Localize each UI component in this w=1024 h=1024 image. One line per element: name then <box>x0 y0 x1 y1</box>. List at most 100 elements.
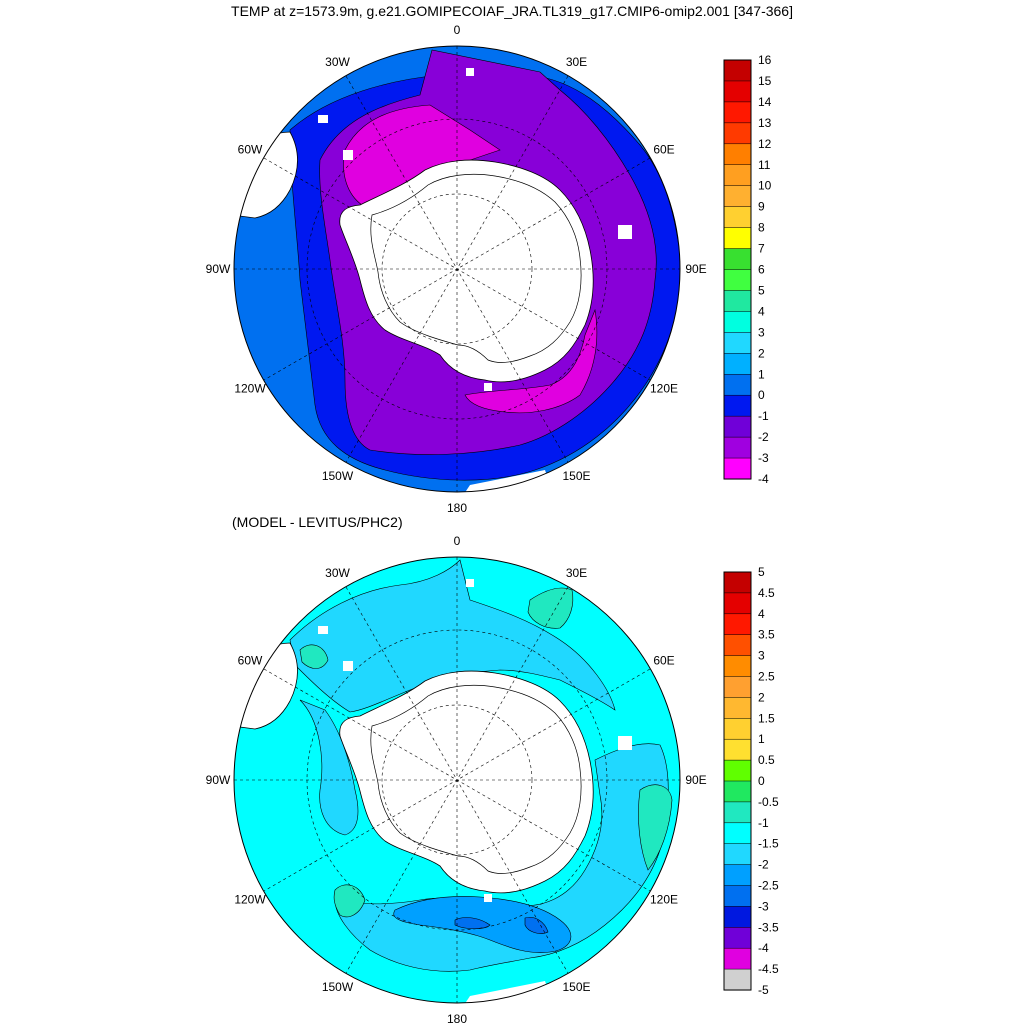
longitude-label: 150W <box>322 469 354 483</box>
longitude-label: 90E <box>685 773 706 787</box>
longitude-labels-bottom: 0 30E 60E 90E 120E 150E 180 150W 120W 90W 60W 30W <box>206 534 707 1024</box>
antarctica-landmass <box>339 670 594 894</box>
field-neg2-neg1 <box>464 308 598 414</box>
colorbar-swatch <box>723 353 752 375</box>
longitude-label: 180 <box>447 501 467 515</box>
colorbar-swatch <box>723 885 752 907</box>
colorbar-tick-label: -2 <box>758 858 769 872</box>
colorbar-tick-label: 4.5 <box>758 586 775 600</box>
longitude-label: 90W <box>206 262 231 276</box>
field-neg0.5-0 <box>638 784 673 871</box>
colorbar-swatch <box>723 311 752 333</box>
island <box>466 579 474 587</box>
colorbar-swatch <box>723 613 752 636</box>
colorbar-tick-label: 5 <box>758 283 765 297</box>
colorbar-tick-label: -4.5 <box>758 962 779 976</box>
longitude-label: 150W <box>322 980 354 994</box>
colorbar-tick-label: 3 <box>758 325 765 339</box>
colorbar-tick-label: 16 <box>758 53 772 67</box>
colorbar-tick-label: -4 <box>758 941 769 955</box>
colorbar-swatch <box>723 738 752 761</box>
colorbar-tick-label: 13 <box>758 116 772 130</box>
colorbar-swatch <box>723 864 752 887</box>
colorbar-swatch <box>723 248 752 271</box>
colorbar-swatch <box>723 206 752 229</box>
island <box>484 383 492 391</box>
colorbar-swatch <box>723 927 752 949</box>
island <box>318 115 328 123</box>
island <box>318 626 328 634</box>
longitude-label: 150E <box>562 469 590 483</box>
colorbar-swatch <box>723 822 752 845</box>
colorbar-swatch <box>723 394 752 417</box>
colorbar-swatch <box>723 655 752 678</box>
colorbar-tick-label: 1.5 <box>758 711 775 725</box>
colorbar-swatch <box>723 759 752 782</box>
longitude-label: 90W <box>206 773 231 787</box>
figure-title: TEMP at z=1573.9m, g.e21.GOMIPECOIAF_JRA… <box>231 3 793 19</box>
field-neg2.5-neg2 <box>454 917 491 930</box>
difference-panel-subtitle: (MODEL - LEVITUS/PHC2) <box>232 514 403 530</box>
longitude-label: 120E <box>650 382 678 396</box>
colorbar-swatch <box>723 697 752 719</box>
colorbar-swatch <box>723 436 752 459</box>
colorbar-frame <box>723 571 752 991</box>
colorbar-swatch <box>723 101 752 124</box>
island <box>484 894 492 902</box>
colorbar-swatch <box>723 718 752 740</box>
island <box>343 661 353 671</box>
colorbar-swatch <box>723 164 752 187</box>
colorbar-tick-label: -1 <box>758 816 769 830</box>
colorbar-swatch <box>723 676 752 698</box>
temperature-map <box>233 45 681 493</box>
colorbar-swatch <box>723 143 752 166</box>
colorbar-swatch <box>723 634 752 657</box>
colorbar-tick-label: 12 <box>758 137 772 151</box>
longitude-label: 0 <box>454 534 461 548</box>
difference-map <box>233 556 681 1004</box>
field-neg0.5-0 <box>333 884 366 918</box>
longitude-label: 0 <box>454 23 461 37</box>
colorbar-frame <box>723 59 752 480</box>
colorbar-swatch <box>723 59 752 82</box>
graticule <box>234 46 680 492</box>
longitude-label: 120E <box>650 893 678 907</box>
island <box>343 150 353 160</box>
colorbar-tick-label: 0 <box>758 774 765 788</box>
map-border <box>233 556 681 1004</box>
colorbar-tick-label: -3 <box>758 899 769 913</box>
antarctica-coastline <box>370 173 582 363</box>
colorbar-tick-label: 0.5 <box>758 753 775 767</box>
longitude-label: 60E <box>653 654 674 668</box>
island <box>618 736 632 750</box>
longitude-labels-top: 0 30E 60E 90E 120E 150E 180 150W 120W 90W 60W 30W <box>206 23 707 515</box>
colorbar-tick-label: -2 <box>758 430 769 444</box>
longitude-label: 30E <box>566 55 587 69</box>
graticule <box>234 557 680 1003</box>
land-gap <box>460 470 555 492</box>
longitude-label: 60W <box>238 654 263 668</box>
colorbar-swatch <box>723 571 752 594</box>
colorbar-tick-label: 2.5 <box>758 670 775 684</box>
colorbar-swatch <box>723 227 752 250</box>
colorbar-swatch <box>723 801 752 824</box>
colorbar-tick-label: -3 <box>758 451 769 465</box>
island <box>466 68 474 76</box>
colorbar-tick-label: 7 <box>758 242 765 256</box>
colorbar-tick-label: 10 <box>758 179 772 193</box>
colorbar-swatch <box>723 947 752 970</box>
colorbar-tick-label: 14 <box>758 95 772 109</box>
colorbar-swatch <box>723 185 752 208</box>
colorbar-tick-label: 3 <box>758 649 765 663</box>
colorbar-tick-label: -2.5 <box>758 879 779 893</box>
colorbar-tick-label: 0 <box>758 388 765 402</box>
longitude-label: 150E <box>562 980 590 994</box>
antarctica-landmass <box>339 159 594 383</box>
colorbar-tick-label: 11 <box>758 158 771 172</box>
colorbar-swatch <box>723 457 752 480</box>
colorbar-tick-label: 2 <box>758 690 765 704</box>
colorbar-swatch <box>723 968 752 991</box>
colorbar-tick-label: -1.5 <box>758 837 779 851</box>
